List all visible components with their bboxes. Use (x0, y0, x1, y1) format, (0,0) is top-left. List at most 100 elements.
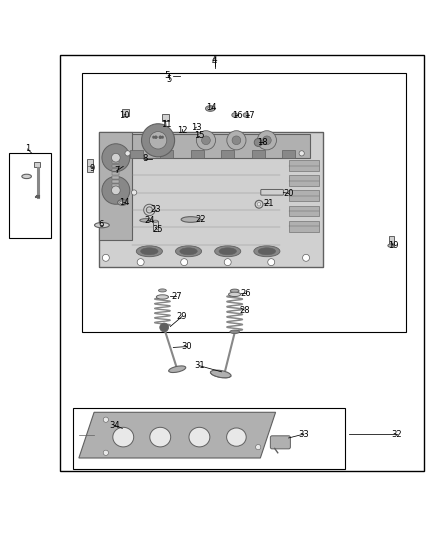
Text: 26: 26 (240, 289, 251, 298)
Ellipse shape (169, 366, 186, 373)
Text: 7: 7 (114, 166, 120, 175)
FancyBboxPatch shape (270, 436, 290, 449)
Circle shape (159, 136, 162, 139)
Circle shape (102, 176, 130, 204)
Text: 12: 12 (177, 126, 187, 135)
Circle shape (102, 254, 110, 261)
Text: 6: 6 (98, 220, 103, 229)
Bar (162, 114, 169, 120)
Text: 25: 25 (152, 225, 162, 234)
Ellipse shape (120, 201, 125, 204)
Circle shape (103, 450, 109, 455)
Bar (87, 158, 93, 173)
Text: 4: 4 (212, 58, 217, 67)
Text: 33: 33 (298, 430, 309, 439)
Text: 10: 10 (119, 110, 129, 119)
Text: 14: 14 (206, 103, 217, 112)
Text: 5: 5 (164, 71, 170, 80)
Circle shape (257, 131, 276, 150)
Text: 15: 15 (194, 132, 205, 140)
Text: 30: 30 (181, 342, 192, 351)
Ellipse shape (159, 289, 166, 292)
Ellipse shape (208, 107, 213, 110)
Bar (113, 161, 119, 163)
Circle shape (102, 144, 130, 172)
Bar (113, 173, 119, 175)
Text: 11: 11 (161, 120, 171, 129)
Ellipse shape (153, 220, 158, 222)
Ellipse shape (22, 174, 32, 179)
Text: 8: 8 (142, 154, 148, 163)
Circle shape (112, 186, 120, 195)
Bar (73, 408, 345, 469)
Bar (122, 109, 129, 116)
Bar (99, 132, 132, 240)
Ellipse shape (226, 428, 246, 446)
Circle shape (224, 259, 231, 265)
Ellipse shape (230, 330, 240, 334)
Ellipse shape (210, 370, 231, 378)
Circle shape (201, 136, 210, 144)
Circle shape (262, 136, 271, 144)
Ellipse shape (140, 219, 153, 222)
Bar (282, 150, 295, 158)
Text: 22: 22 (195, 215, 206, 224)
Text: 28: 28 (239, 305, 250, 314)
Circle shape (112, 154, 120, 162)
Circle shape (299, 151, 304, 156)
Circle shape (196, 131, 215, 150)
Circle shape (137, 259, 144, 265)
Text: 27: 27 (171, 292, 182, 301)
Circle shape (149, 132, 167, 149)
Ellipse shape (117, 200, 127, 205)
Ellipse shape (219, 248, 237, 255)
Text: 31: 31 (194, 361, 205, 370)
Bar (34, 161, 40, 167)
Circle shape (268, 259, 275, 265)
Ellipse shape (229, 292, 241, 296)
Circle shape (161, 136, 164, 139)
Ellipse shape (230, 289, 239, 293)
Text: 34: 34 (109, 421, 120, 430)
Text: 4: 4 (212, 55, 217, 64)
Circle shape (303, 254, 310, 261)
Circle shape (232, 136, 241, 144)
Text: 32: 32 (391, 430, 402, 439)
Bar (252, 150, 265, 158)
Ellipse shape (254, 246, 280, 257)
Ellipse shape (181, 217, 200, 222)
Bar (82, 73, 406, 332)
Circle shape (159, 136, 162, 139)
Text: 19: 19 (388, 241, 398, 250)
Text: 23: 23 (151, 205, 161, 214)
Bar (130, 150, 143, 158)
Bar (153, 221, 158, 231)
Text: 9: 9 (89, 164, 95, 173)
Text: 16: 16 (233, 110, 243, 119)
Bar (289, 175, 319, 186)
Text: 5: 5 (166, 75, 172, 84)
Text: 21: 21 (264, 199, 274, 208)
Ellipse shape (141, 248, 158, 255)
Circle shape (227, 131, 246, 150)
Bar (160, 150, 173, 158)
Circle shape (155, 136, 157, 139)
Bar (113, 168, 119, 171)
Ellipse shape (180, 248, 197, 255)
Ellipse shape (136, 246, 162, 257)
Circle shape (131, 190, 137, 195)
Text: 1: 1 (25, 144, 30, 154)
Bar (389, 236, 394, 246)
Circle shape (254, 139, 262, 147)
Text: 29: 29 (177, 312, 187, 321)
Bar (289, 206, 319, 216)
Circle shape (160, 323, 169, 332)
Ellipse shape (232, 113, 237, 117)
Text: 20: 20 (283, 189, 294, 198)
Ellipse shape (150, 427, 171, 447)
Bar (221, 150, 234, 158)
Text: 18: 18 (257, 138, 268, 147)
Bar (60, 55, 424, 471)
Bar (289, 190, 319, 201)
Bar (191, 150, 204, 158)
